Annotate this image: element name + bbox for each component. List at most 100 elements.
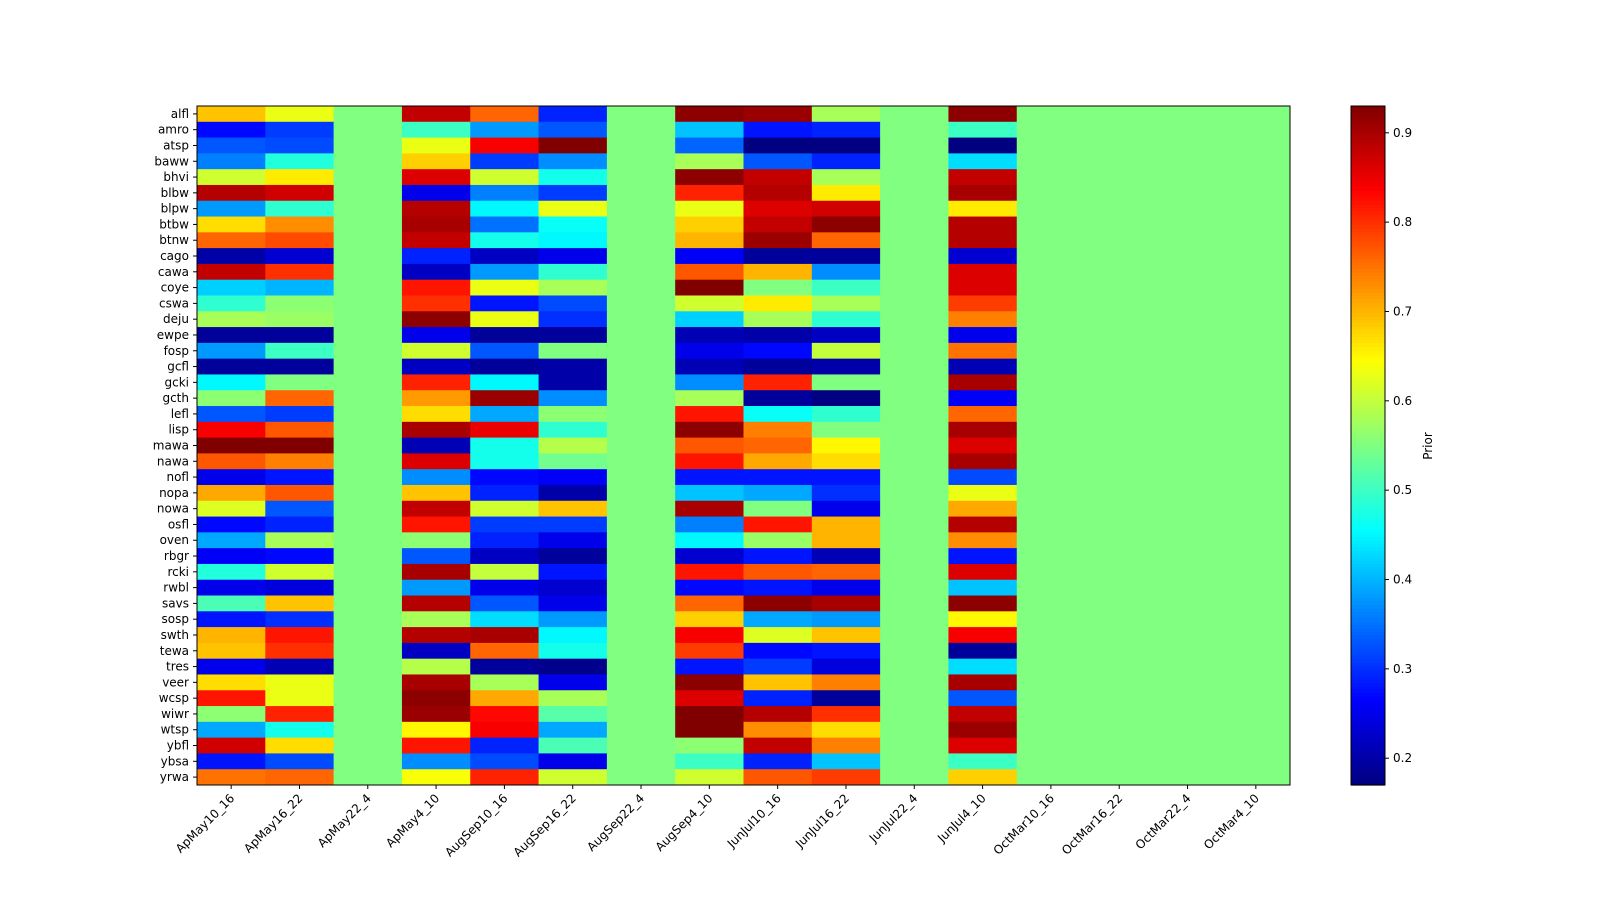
- cell-btbw-OctMar22_4: [1153, 216, 1223, 233]
- cell-cawa-JunJul22_4: [880, 263, 949, 281]
- colorbar-segment: [1351, 377, 1385, 382]
- colorbar-segment: [1351, 740, 1385, 745]
- colorbar-segment: [1351, 781, 1385, 786]
- cell-swth-ApMay4_10: [401, 627, 471, 644]
- cell-mawa-ApMay22_4: [333, 437, 403, 454]
- cell-amro-ApMay16_22: [265, 121, 335, 139]
- cell-atsp-AugSep10_16: [470, 137, 540, 154]
- cell-veer-AugSep22_4: [606, 674, 676, 691]
- cell-lisp-JunJul4_10: [948, 421, 1018, 439]
- cell-rcki-OctMar10_16: [1016, 563, 1086, 581]
- cell-savs-AugSep16_22: [538, 595, 608, 612]
- colorbar-segment: [1351, 255, 1385, 260]
- colorbar-segment: [1351, 615, 1385, 620]
- y-tick-label: sosp: [162, 612, 189, 626]
- cell-veer-ApMay4_10: [401, 674, 471, 691]
- cell-mawa-AugSep16_22: [538, 437, 608, 454]
- cell-tres-ApMay22_4: [333, 658, 403, 675]
- cell-tewa-JunJul4_10: [948, 642, 1018, 660]
- cell-gcfl-AugSep16_22: [538, 358, 608, 375]
- colorbar-segment: [1351, 757, 1385, 762]
- cell-alfl-ApMay4_10: [401, 106, 471, 123]
- cell-sosp-JunJul16_22: [811, 611, 881, 628]
- cell-nofl-OctMar10_16: [1016, 469, 1086, 486]
- y-tick-label: fosp: [164, 344, 189, 358]
- colorbar-segment: [1351, 577, 1385, 582]
- cell-btnw-AugSep22_4: [606, 232, 676, 249]
- colorbar-segment: [1351, 350, 1385, 355]
- cell-cawa-JunJul4_10: [948, 263, 1018, 281]
- cell-wtsp-AugSep10_16: [470, 721, 540, 739]
- cell-nowa-ApMay22_4: [333, 500, 403, 518]
- cell-ewpe-AugSep22_4: [606, 327, 676, 344]
- colorbar-segment: [1351, 703, 1385, 708]
- y-tick-label: ybsa: [161, 754, 189, 768]
- cell-gcth-AugSep22_4: [606, 390, 676, 407]
- y-tick-label: btnw: [159, 233, 189, 247]
- cell-alfl-AugSep4_10: [675, 106, 744, 123]
- colorbar-segment: [1351, 119, 1385, 124]
- cell-amro-ApMay4_10: [401, 121, 471, 139]
- cell-ewpe-OctMar10_16: [1016, 327, 1086, 344]
- cell-cawa-OctMar10_16: [1016, 263, 1086, 281]
- cell-nofl-JunJul10_16: [743, 469, 813, 486]
- colorbar-segment: [1351, 153, 1385, 158]
- cell-nopa-AugSep4_10: [675, 484, 744, 502]
- colorbar-segment: [1351, 642, 1385, 647]
- cell-tres-OctMar22_4: [1153, 658, 1223, 675]
- cell-mawa-AugSep4_10: [675, 437, 744, 454]
- cell-gcfl-JunJul16_22: [811, 358, 881, 375]
- cell-cawa-ApMay22_4: [333, 263, 403, 281]
- cell-amro-ApMay22_4: [333, 121, 403, 139]
- colorbar-segment: [1351, 170, 1385, 175]
- cell-ybfl-OctMar4_10: [1221, 737, 1291, 754]
- cell-nowa-AugSep4_10: [675, 500, 744, 518]
- cell-baww-OctMar16_22: [1085, 153, 1154, 170]
- colorbar-segment: [1351, 126, 1385, 131]
- cell-btbw-ApMay22_4: [333, 216, 403, 233]
- cell-osfl-OctMar4_10: [1221, 516, 1291, 533]
- colorbar-segment: [1351, 778, 1385, 783]
- cell-rbgr-AugSep22_4: [606, 548, 676, 565]
- colorbar-segment: [1351, 462, 1385, 467]
- colorbar-segment: [1351, 533, 1385, 538]
- cell-cswa-AugSep4_10: [675, 295, 744, 312]
- colorbar-segment: [1351, 241, 1385, 246]
- cell-fosp-AugSep10_16: [470, 342, 540, 360]
- cell-tres-JunJul4_10: [948, 658, 1018, 675]
- cell-blbw-ApMay16_22: [265, 184, 335, 202]
- cell-bhvi-ApMay22_4: [333, 169, 403, 186]
- cell-osfl-OctMar16_22: [1085, 516, 1154, 533]
- cell-ybfl-ApMay22_4: [333, 737, 403, 754]
- cell-rbgr-ApMay16_22: [265, 548, 335, 565]
- cell-osfl-ApMay22_4: [333, 516, 403, 533]
- colorbar-segment: [1351, 482, 1385, 487]
- cell-nopa-OctMar10_16: [1016, 484, 1086, 502]
- colorbar-segment: [1351, 323, 1385, 328]
- cell-yrwa-ApMay4_10: [401, 769, 471, 786]
- cell-osfl-OctMar22_4: [1153, 516, 1223, 533]
- cell-atsp-OctMar4_10: [1221, 137, 1291, 154]
- colorbar-segment: [1351, 353, 1385, 358]
- cell-cswa-AugSep10_16: [470, 295, 540, 312]
- cell-rwbl-ApMay22_4: [333, 579, 403, 597]
- cell-rcki-ApMay10_16: [197, 563, 266, 581]
- cell-gcki-AugSep22_4: [606, 374, 676, 391]
- cell-wcsp-ApMay4_10: [401, 690, 471, 707]
- cell-blpw-JunJul10_16: [743, 200, 813, 218]
- cell-wtsp-AugSep16_22: [538, 721, 608, 739]
- cell-nofl-ApMay16_22: [265, 469, 335, 486]
- cell-rcki-AugSep4_10: [675, 563, 744, 581]
- cell-sosp-AugSep10_16: [470, 611, 540, 628]
- colorbar-segment: [1351, 112, 1385, 117]
- colorbar-segment: [1351, 768, 1385, 773]
- cell-oven-JunJul10_16: [743, 532, 813, 549]
- cell-veer-JunJul22_4: [880, 674, 949, 691]
- cell-tres-OctMar10_16: [1016, 658, 1086, 675]
- colorbar-segment: [1351, 404, 1385, 409]
- y-tick-label: blpw: [161, 202, 190, 216]
- cell-nawa-ApMay10_16: [197, 453, 266, 470]
- cell-nofl-OctMar22_4: [1153, 469, 1223, 486]
- y-tick-label: nofl: [166, 470, 189, 484]
- colorbar-segment: [1351, 632, 1385, 637]
